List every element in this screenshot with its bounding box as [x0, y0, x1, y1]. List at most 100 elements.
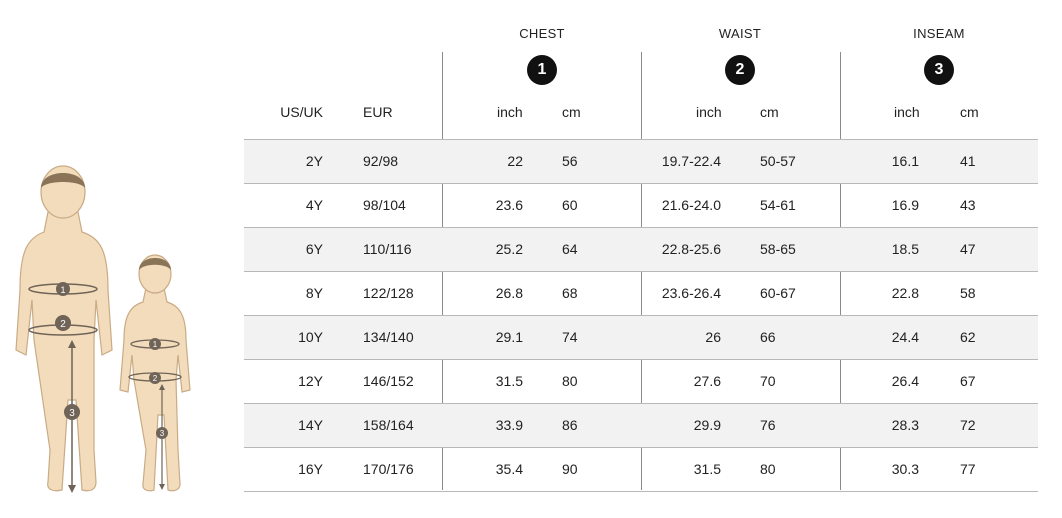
chest-cm-cell: 80: [562, 373, 578, 389]
waist-cm-cell: 70: [760, 373, 776, 389]
chest-number-badge: 1: [527, 55, 557, 85]
inseam-inch-cell: 22.8: [891, 285, 919, 301]
size-chart-table: CHEST WAIST INSEAM 1 2 3 US/UK EUR inch …: [244, 0, 1038, 518]
svg-text:2: 2: [153, 374, 158, 383]
inseam-number-badge: 3: [924, 55, 954, 85]
size-us-uk-cell: 10Y: [298, 329, 323, 345]
chest-inch-cell: 25.2: [495, 241, 523, 257]
inseam-inch-cell: 26.4: [891, 373, 919, 389]
child-waist-marker-icon: [149, 372, 161, 384]
col-header-chest-inch: inch: [497, 104, 523, 120]
size-us-uk-cell: 14Y: [298, 417, 323, 433]
size-eur-cell: 110/116: [363, 241, 412, 257]
inseam-marker-icon: [64, 404, 80, 420]
measurement-illustration: 1 2 3 1 2 3: [0, 150, 215, 510]
size-eur-cell: 146/152: [363, 373, 414, 389]
chest-cm-cell: 90: [562, 461, 578, 477]
size-eur-cell: 158/164: [363, 417, 414, 433]
waist-cm-cell: 54-61: [760, 197, 796, 213]
chest-cm-cell: 86: [562, 417, 578, 433]
table-row: 16Y 170/176 35.4 90 31.5 80 30.3 77: [244, 448, 1038, 492]
table-row: 4Y 98/104 23.6 60 21.6-24.0 54-61 16.9 43: [244, 184, 1038, 228]
waist-cm-cell: 58-65: [760, 241, 796, 257]
chest-inch-cell: 31.5: [495, 373, 523, 389]
chest-inch-cell: 23.6: [495, 197, 523, 213]
inseam-cm-cell: 41: [960, 153, 976, 169]
chest-cm-cell: 74: [562, 329, 578, 345]
inseam-inch-cell: 28.3: [891, 417, 919, 433]
size-us-uk-cell: 16Y: [298, 461, 323, 477]
chest-inch-cell: 26.8: [495, 285, 523, 301]
col-header-eur: EUR: [363, 104, 393, 120]
chest-inch-cell: 33.9: [495, 417, 523, 433]
waist-inch-cell: 23.6-26.4: [661, 285, 721, 301]
svg-text:2: 2: [60, 319, 66, 330]
size-rows: 2Y 92/98 22 56 19.7-22.4 50-57 16.1 41 4Y 98/104 2…: [244, 139, 1038, 492]
waist-inch-cell: 19.7-22.4: [661, 153, 721, 169]
waist-inch-cell: 31.5: [693, 461, 721, 477]
inseam-group-title: INSEAM: [913, 26, 965, 41]
chest-cm-cell: 56: [562, 153, 578, 169]
col-header-waist-cm: cm: [760, 104, 779, 120]
chest-cm-cell: 68: [562, 285, 578, 301]
svg-text:3: 3: [160, 429, 165, 438]
waist-inch-cell: 27.6: [693, 373, 721, 389]
child-chest-marker-icon: [149, 338, 161, 350]
size-us-uk-cell: 6Y: [305, 241, 323, 257]
inseam-cm-cell: 67: [960, 373, 976, 389]
size-us-uk-cell: 2Y: [305, 153, 323, 169]
table-row: 14Y 158/164 33.9 86 29.9 76 28.3 72: [244, 404, 1038, 448]
size-eur-cell: 98/104: [363, 197, 406, 213]
svg-text:1: 1: [153, 340, 158, 349]
table-row: 6Y 110/116 25.2 64 22.8-25.6 58-65 18.5 47: [244, 228, 1038, 272]
waist-cm-cell: 50-57: [760, 153, 796, 169]
inseam-cm-cell: 62: [960, 329, 976, 345]
waist-inch-cell: 29.9: [693, 417, 721, 433]
size-us-uk-cell: 12Y: [298, 373, 323, 389]
svg-text:3: 3: [69, 408, 75, 419]
chest-cm-cell: 60: [562, 197, 578, 213]
inseam-cm-cell: 43: [960, 197, 976, 213]
inseam-cm-cell: 72: [960, 417, 976, 433]
inseam-cm-cell: 77: [960, 461, 976, 477]
col-header-waist-inch: inch: [696, 104, 722, 120]
inseam-inch-cell: 30.3: [891, 461, 919, 477]
waist-inch-cell: 22.8-25.6: [661, 241, 721, 257]
size-us-uk-cell: 8Y: [305, 285, 323, 301]
chest-inch-cell: 29.1: [495, 329, 523, 345]
waist-inch-cell: 21.6-24.0: [661, 197, 721, 213]
child-figure: 1 2 3: [119, 254, 191, 492]
waist-number-badge: 2: [725, 55, 755, 85]
waist-group-title: WAIST: [718, 26, 762, 41]
waist-cm-cell: 80: [760, 461, 776, 477]
size-us-uk-cell: 4Y: [305, 197, 323, 213]
adult-figure: 1 2 3: [15, 165, 113, 493]
waist-cm-cell: 66: [760, 329, 776, 345]
chest-cm-cell: 64: [562, 241, 578, 257]
table-row: 10Y 134/140 29.1 74 26 66 24.4 62: [244, 316, 1038, 360]
chest-inch-cell: 35.4: [495, 461, 523, 477]
size-eur-cell: 122/128: [363, 285, 414, 301]
col-header-inseam-cm: cm: [960, 104, 979, 120]
waist-cm-cell: 76: [760, 417, 776, 433]
svg-text:1: 1: [60, 285, 65, 295]
table-row: 2Y 92/98 22 56 19.7-22.4 50-57 16.1 41: [244, 140, 1038, 184]
inseam-inch-cell: 24.4: [891, 329, 919, 345]
inseam-inch-cell: 18.5: [891, 241, 919, 257]
inseam-inch-cell: 16.1: [891, 153, 919, 169]
inseam-cm-cell: 58: [960, 285, 976, 301]
waist-marker-icon: [55, 315, 71, 331]
chest-inch-cell: 22: [507, 153, 523, 169]
col-header-us-uk: US/UK: [280, 104, 323, 120]
table-row: 8Y 122/128 26.8 68 23.6-26.4 60-67 22.8 58: [244, 272, 1038, 316]
col-header-inseam-inch: inch: [894, 104, 920, 120]
child-inseam-marker-icon: [156, 427, 168, 439]
inseam-inch-cell: 16.9: [891, 197, 919, 213]
col-header-chest-cm: cm: [562, 104, 581, 120]
size-eur-cell: 170/176: [363, 461, 414, 477]
waist-cm-cell: 60-67: [760, 285, 796, 301]
chest-marker-icon: [56, 282, 70, 296]
inseam-cm-cell: 47: [960, 241, 976, 257]
chest-group-title: CHEST: [519, 26, 565, 41]
table-row: 12Y 146/152 31.5 80 27.6 70 26.4 67: [244, 360, 1038, 404]
